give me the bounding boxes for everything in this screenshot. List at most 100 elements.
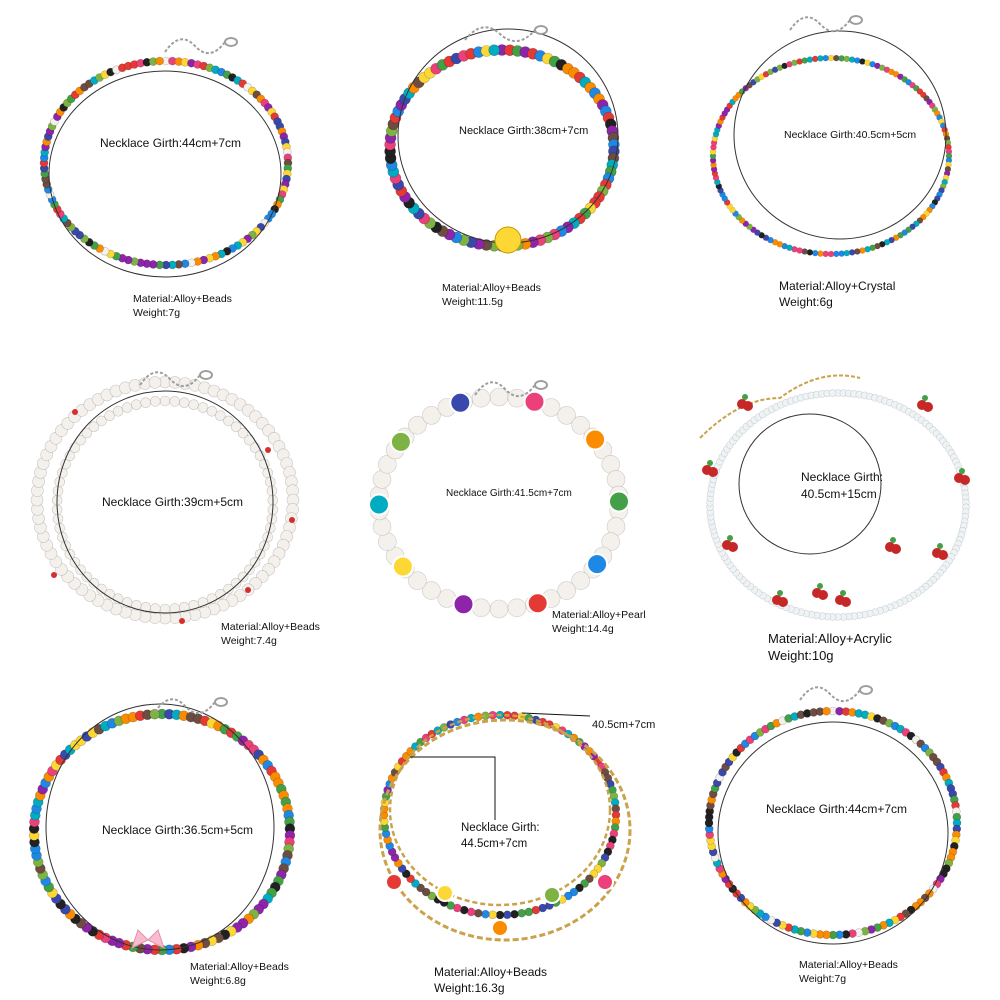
bead: [140, 397, 151, 409]
bead: [575, 883, 584, 893]
heart-bead: [51, 572, 57, 578]
necklace-3-material-label: Material:Alloy+Crystal: [779, 279, 896, 293]
necklace-6-illustration: [699, 374, 970, 621]
girth-outline: [733, 30, 947, 240]
necklace-8-material-label: Material:Alloy+Beads: [434, 965, 548, 979]
bead: [481, 909, 490, 919]
cherry-bead: [891, 544, 901, 554]
necklace-9-material-label: Material:Alloy+Beads: [799, 959, 898, 971]
bead: [471, 598, 491, 618]
flower-charm: [385, 873, 403, 891]
smiley-bead: [494, 226, 522, 254]
necklace-2-girth-label: Necklace Girth:38cm+7cm: [459, 125, 589, 137]
necklace-8-illustration: [378, 710, 632, 942]
bead: [524, 907, 534, 917]
bead: [81, 427, 93, 439]
bead: [121, 402, 133, 413]
clasp: [534, 380, 548, 390]
bead: [601, 532, 621, 552]
leaf-bead: [890, 537, 896, 543]
cherry-bead: [778, 597, 788, 607]
bead: [237, 571, 249, 583]
clasp: [199, 370, 213, 380]
bead: [148, 376, 162, 389]
bead: [422, 406, 441, 425]
clasp: [534, 25, 548, 35]
necklace-7-illustration: [28, 697, 296, 956]
heart-bead: [72, 409, 78, 415]
clasp: [849, 15, 863, 25]
leaf-bead: [777, 590, 783, 596]
cherry-bead: [923, 402, 933, 412]
flower-charm: [543, 886, 561, 904]
girth-outline: [738, 413, 882, 555]
bead: [507, 598, 527, 618]
extension-chain: [799, 686, 861, 702]
bead: [502, 910, 512, 920]
flower-bead: [391, 555, 414, 578]
necklace-9-weight-label: Weight:7g: [799, 973, 847, 985]
cherry-bead: [728, 542, 738, 552]
bead: [495, 910, 505, 920]
cherry-bead: [938, 550, 948, 560]
clasp: [214, 697, 228, 707]
girth-outline: [45, 703, 275, 951]
chain-strand: [388, 713, 612, 907]
necklace-1-girth-label: Necklace Girth:44cm+7cm: [100, 136, 242, 150]
clasp: [224, 37, 238, 47]
bead: [427, 891, 437, 901]
leaf-bead: [922, 395, 928, 401]
bead: [206, 405, 218, 417]
leaf-bead: [937, 543, 943, 549]
necklace-9-girth-label: Necklace Girth:44cm+7cm: [766, 802, 908, 816]
bead: [64, 450, 76, 462]
clasp: [859, 685, 873, 695]
necklace-6-girth-label-line1: Necklace Girth:: [801, 470, 884, 484]
flower-bead: [368, 493, 390, 516]
bead: [473, 908, 483, 918]
flower-charm: [436, 884, 454, 902]
necklace-7-weight-label: Weight:6.8g: [190, 975, 246, 987]
bead: [471, 388, 491, 408]
bead: [507, 388, 527, 408]
necklace-1-illustration: [39, 37, 293, 278]
necklace-7-material-label: Material:Alloy+Beads: [190, 961, 289, 973]
butterfly-charm: [131, 929, 165, 949]
necklace-1-weight-label: Weight:7g: [133, 307, 181, 319]
necklace-2-illustration: [384, 25, 620, 254]
necklace-2-material-label: Material:Alloy+Beads: [442, 282, 541, 294]
girth-outline: [717, 721, 949, 945]
flower-charm: [491, 919, 509, 937]
bead: [828, 389, 837, 397]
bead: [88, 421, 100, 433]
heart-bead: [289, 517, 295, 523]
bead: [372, 517, 392, 536]
bead: [188, 399, 199, 411]
leaf-bead: [840, 590, 846, 596]
leaf-bead: [727, 535, 733, 541]
bead: [517, 908, 527, 918]
extension-chain: [164, 38, 226, 54]
necklace-8-girth-label-line2: 44.5cm+7cm: [461, 838, 528, 850]
extension-chain: [699, 374, 861, 439]
bead: [377, 454, 397, 474]
bead: [408, 571, 427, 591]
leaf-bead: [707, 460, 713, 466]
bead: [150, 396, 161, 407]
flower-charm: [596, 873, 614, 891]
cherry-bead: [841, 597, 851, 607]
girth-pointer: [410, 756, 496, 820]
bead: [531, 905, 541, 915]
necklace-5-material-label: Material:Alloy+Pearl: [552, 609, 646, 621]
bead: [466, 907, 476, 917]
bead: [571, 571, 590, 591]
bead: [159, 395, 171, 407]
flower-bead: [584, 428, 607, 451]
bead: [510, 909, 519, 919]
necklace-3-weight-label: Weight:6g: [779, 295, 833, 309]
extension-chain: [139, 371, 201, 387]
bead: [96, 583, 107, 595]
necklace-5-weight-label: Weight:14.4g: [552, 623, 614, 635]
bead: [262, 467, 274, 479]
cherry-bead: [743, 401, 753, 411]
